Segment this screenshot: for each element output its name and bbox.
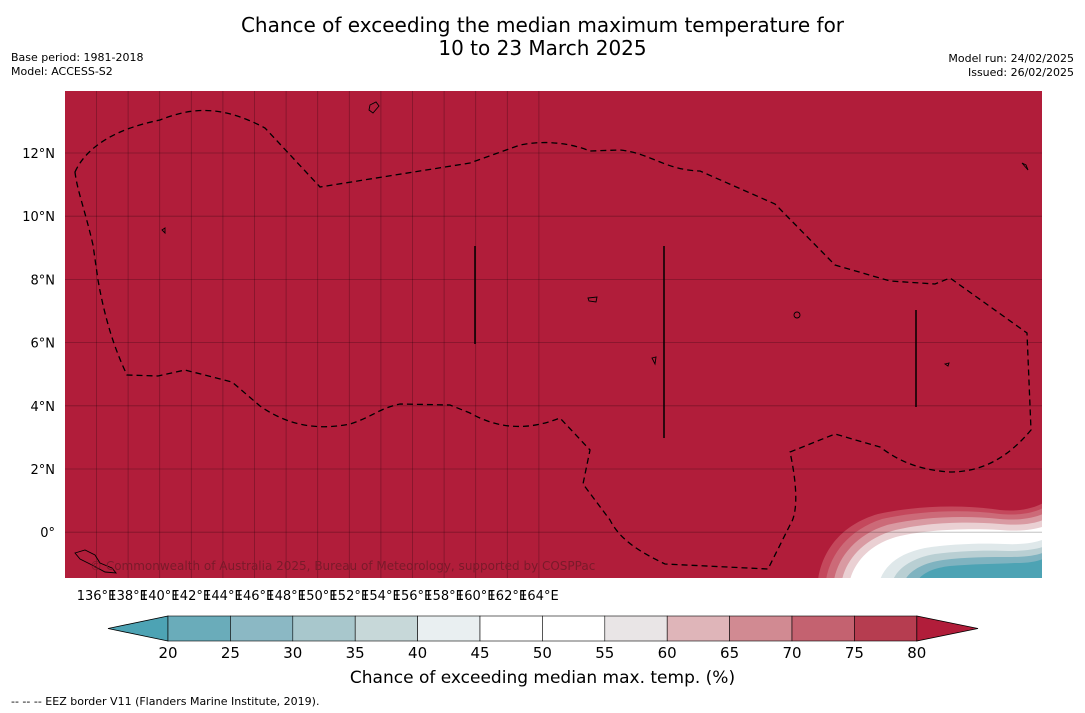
colorbar-segment [479,615,543,642]
eez-border [74,109,1032,570]
lon-tick-label: 140°E [140,589,180,604]
colorbar-tick-label: 40 [408,644,427,662]
model-run: Model run: 24/02/2025 [948,52,1074,65]
base-period: Base period: 1981-2018 [11,51,144,64]
lat-tick-label: 10°N [22,210,55,225]
colorbar-tick-label: 25 [221,644,240,662]
colorbar-segment [167,615,231,642]
island-2 [161,227,166,235]
anomaly-region [818,503,1042,578]
colorbar-segment [729,615,793,642]
lon-tick-label: 138°E [108,589,148,604]
colorbar-over-extension [916,615,979,642]
colorbar-tick-label: 50 [533,644,552,662]
lon-tick-label: 152°E [330,589,370,604]
footnote: -- -- -- EEZ border V11 (Flanders Marine… [11,695,320,708]
lon-tick-label: 156°E [393,589,433,604]
colorbar-segment [666,615,730,642]
longitude-ticks: 136°E138°E140°E142°E144°E146°E148°E150°E… [77,589,559,604]
copyright-text: © Commonwealth of Australia 2025, Bureau… [90,559,595,573]
colorbar-tick-label: 55 [595,644,614,662]
colorbar-tick-label: 45 [470,644,489,662]
lon-tick-label: 144°E [203,589,243,604]
colorbar-tick-label: 35 [346,644,365,662]
island-1 [368,101,380,114]
latitude-ticks: 12°N 10°N 8°N 6°N 4°N 2°N 0° [22,147,55,541]
title-line-2: 10 to 23 March 2025 [438,36,647,60]
model-name: Model: ACCESS-S2 [11,65,113,78]
colorbar-segment [542,615,606,642]
colorbar [107,615,979,642]
lon-tick-label: 160°E [456,589,496,604]
colorbar-segment [292,615,356,642]
colorbar-tick-label: 80 [907,644,926,662]
lat-tick-label: 4°N [31,400,56,415]
colorbar-segment [230,615,294,642]
lon-tick-label: 154°E [361,589,401,604]
lon-tick-label: 158°E [424,589,464,604]
island-4 [793,311,801,319]
map-title: Chance of exceeding the median maximum t… [0,14,1085,60]
lat-tick-label: 0° [40,526,55,541]
islands [74,101,1029,574]
colorbar-segment [604,615,668,642]
island-3 [587,296,598,303]
lon-tick-label: 142°E [172,589,212,604]
anomaly-contour-20 [919,559,1042,578]
island-8 [1021,162,1029,171]
title-line-1: Chance of exceeding the median maximum t… [240,13,845,37]
colorbar-tick-label: 30 [283,644,302,662]
gridlines [65,91,1042,578]
colorbar-segment [854,615,918,642]
colorbar-under-extension [107,615,169,642]
colorbar-ticks: 20 25 30 35 40 45 50 55 60 65 70 75 80 [158,644,926,662]
lon-tick-label: 162°E [488,589,528,604]
solid-borders [474,246,917,438]
lon-tick-label: 148°E [266,589,306,604]
colorbar-segment [417,615,481,642]
lat-tick-label: 2°N [31,463,56,478]
colorbar-label: Chance of exceeding median max. temp. (%… [349,668,736,688]
meta-right: Model run: 24/02/2025 Issued: 26/02/2025 [948,52,1074,80]
lon-tick-label: 150°E [298,589,338,604]
colorbar-tick-label: 65 [720,644,739,662]
island-5 [943,362,950,367]
lon-tick-label: 164°E [519,589,559,604]
island-6 [74,549,118,574]
island-7 [651,356,657,366]
map-background [65,91,1042,578]
lon-tick-label: 146°E [235,589,275,604]
lat-tick-label: 8°N [31,273,56,288]
colorbar-tick-label: 70 [782,644,801,662]
meta-left: Base period: 1981-2018 Model: ACCESS-S2 [11,51,143,79]
lat-tick-label: 6°N [31,337,56,352]
issued-date: Issued: 26/02/2025 [967,66,1074,79]
colorbar-segment [791,615,855,642]
lon-tick-label: 136°E [77,589,117,604]
colorbar-tick-label: 75 [845,644,864,662]
colorbar-segment [354,615,418,642]
lat-tick-label: 12°N [22,147,55,162]
colorbar-tick-label: 60 [658,644,677,662]
colorbar-tick-label: 20 [158,644,177,662]
